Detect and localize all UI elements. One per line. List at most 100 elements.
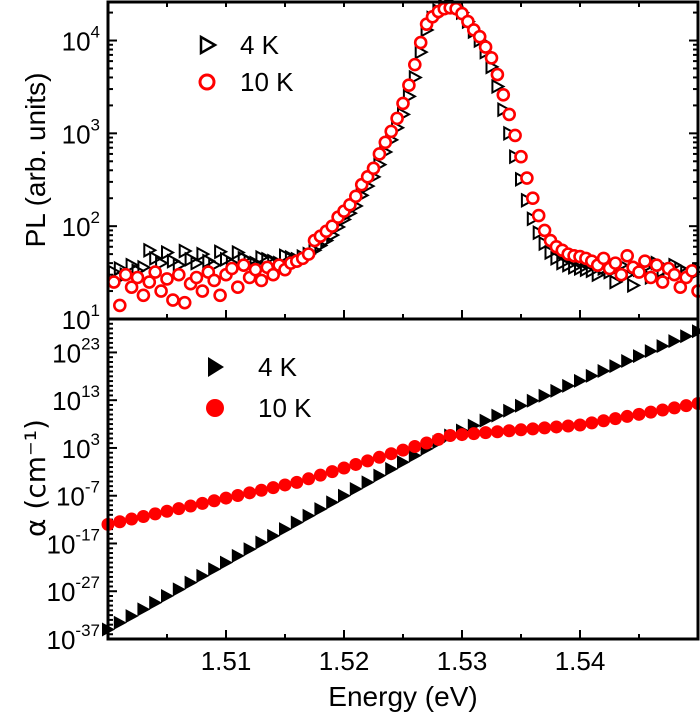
data-point: [644, 405, 658, 419]
legend-label: 4 K: [240, 30, 280, 60]
data-point: [302, 508, 316, 523]
data-point: [337, 461, 351, 475]
data-point: [279, 522, 292, 537]
data-point: [149, 595, 163, 610]
data-point: [402, 88, 417, 105]
data-point: [118, 267, 133, 282]
data-point: [231, 489, 245, 503]
data-point: [160, 272, 174, 286]
data-point: [562, 378, 576, 393]
x-tick-label: 1.53: [437, 646, 488, 676]
data-point: [526, 422, 540, 436]
data-point: [154, 284, 168, 298]
series-4k: [107, 0, 700, 294]
y-tick-label: 104: [62, 23, 100, 57]
y-tick-exponent: -37: [75, 621, 100, 640]
data-point: [349, 482, 363, 497]
data-point: [166, 293, 180, 307]
x-tick-label: 1.51: [201, 646, 252, 676]
data-point: [538, 421, 552, 435]
data-point: [573, 418, 587, 432]
legend-label: 4 K: [258, 352, 298, 382]
data-point: [220, 555, 233, 570]
data-point: [525, 191, 540, 206]
y-axis-title-alpha: α (cm⁻¹): [19, 419, 52, 537]
data-point: [479, 413, 493, 428]
data-point: [349, 457, 363, 471]
data-point: [385, 461, 399, 476]
data-point: [219, 491, 233, 505]
data-point: [255, 535, 269, 550]
data-point: [113, 298, 127, 313]
data-point: [278, 478, 292, 492]
data-point: [633, 349, 646, 364]
data-point: [585, 368, 599, 383]
y-tick-exponent: -17: [75, 525, 100, 544]
data-point: [396, 96, 410, 111]
data-point: [614, 267, 629, 282]
data-point: [184, 499, 198, 513]
data-point: [266, 481, 280, 495]
data-point: [366, 161, 381, 176]
series-10k: [107, 1, 700, 313]
data-point: [196, 568, 210, 583]
data-point: [597, 414, 611, 428]
data-point: [484, 51, 499, 65]
data-point: [526, 393, 540, 408]
data-point: [396, 443, 410, 457]
data-point: [668, 334, 682, 349]
data-point: [472, 29, 487, 44]
y-tick-base: 10: [62, 434, 91, 464]
y-tick-base: 10: [56, 482, 85, 512]
x-axis-title: Energy (eV): [328, 681, 477, 712]
data-point: [124, 280, 139, 295]
data-point: [384, 447, 398, 461]
data-point: [148, 265, 162, 279]
data-point: [608, 256, 623, 270]
y-tick-label: 10-17: [47, 525, 101, 559]
data-point: [443, 429, 457, 443]
data-point: [478, 40, 493, 54]
data-point: [413, 35, 428, 50]
data-point: [502, 107, 517, 122]
data-point: [503, 403, 517, 418]
y-tick-base: 10: [52, 386, 81, 416]
data-point: [231, 548, 245, 563]
y-tick-exponent: 2: [91, 208, 100, 227]
legend-marker-10k: [198, 73, 216, 91]
data-point: [142, 275, 157, 289]
data-point: [490, 425, 504, 439]
y-tick-label: 102: [62, 208, 100, 242]
data-point: [225, 261, 239, 276]
data-point: [208, 257, 223, 273]
data-point: [266, 267, 281, 282]
legend-marker-4k: [208, 357, 224, 377]
data-point: [420, 436, 434, 450]
legend: 4 K 10 K: [206, 352, 312, 423]
y-axis-title-pl: PL (arb. units): [20, 73, 51, 248]
data-point: [679, 399, 693, 413]
data-point: [148, 507, 162, 521]
y-tick-base: 10: [47, 529, 76, 559]
data-point: [632, 407, 646, 421]
y-tick-base: 10: [62, 305, 91, 335]
data-point: [656, 339, 670, 354]
data-point: [113, 515, 127, 529]
data-point: [348, 189, 363, 204]
data-point: [290, 475, 304, 489]
data-point: [649, 258, 664, 272]
y-tick-exponent: 23: [81, 334, 100, 353]
y-tick-label: 103: [62, 115, 100, 149]
data-point: [361, 475, 375, 490]
y-tick-exponent: 13: [81, 382, 100, 401]
data-point: [125, 609, 139, 624]
data-point: [667, 401, 681, 415]
x-tick-label: 1.54: [555, 646, 606, 676]
data-point: [561, 419, 575, 433]
data-point: [301, 247, 316, 261]
y-tick-base: 10: [62, 119, 91, 149]
data-point: [643, 270, 658, 285]
legend-marker-4k: [199, 34, 218, 56]
data-point: [431, 432, 445, 446]
